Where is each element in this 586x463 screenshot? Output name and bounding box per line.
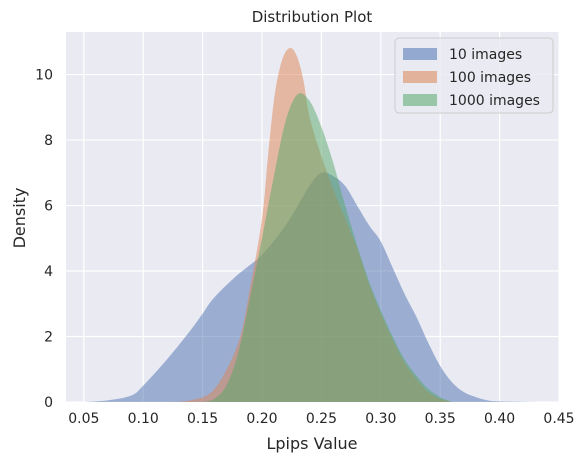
y-tick-label: 10	[35, 68, 53, 84]
x-tick-label: 0.25	[306, 411, 337, 427]
density-area-series-3	[202, 93, 453, 402]
y-tick-label: 6	[44, 199, 53, 215]
x-tick-label: 0.45	[543, 411, 574, 427]
x-axis-ticks: 0.05 0.10 0.15 0.20 0.25 0.30 0.35 0.40 0.45	[68, 411, 574, 427]
x-tick-label: 0.05	[68, 411, 99, 427]
x-tick-label: 0.20	[246, 411, 277, 427]
legend-label: 100 images	[449, 70, 531, 86]
legend: 10 images 100 images 1000 images	[394, 37, 554, 114]
x-axis-label: Lpips Value	[266, 434, 357, 453]
y-tick-label: 0	[44, 395, 53, 411]
legend-label: 1000 images	[449, 93, 540, 109]
x-tick-label: 0.40	[484, 411, 515, 427]
chart-title: Distribution Plot	[252, 8, 373, 26]
series-areas	[83, 47, 536, 402]
legend-swatch	[403, 48, 437, 60]
x-tick-label: 0.15	[187, 411, 218, 427]
legend-swatch	[403, 71, 437, 83]
x-tick-label: 0.10	[128, 411, 159, 427]
y-axis-label: Density	[10, 188, 29, 249]
y-tick-label: 8	[44, 133, 53, 149]
legend-swatch	[403, 94, 437, 106]
y-tick-label: 4	[44, 264, 53, 280]
x-tick-label: 0.30	[365, 411, 396, 427]
legend-label: 10 images	[449, 47, 522, 63]
y-tick-label: 2	[44, 330, 53, 346]
x-tick-label: 0.35	[425, 411, 456, 427]
y-axis-ticks: 0 2 4 6 8 10	[35, 68, 53, 411]
